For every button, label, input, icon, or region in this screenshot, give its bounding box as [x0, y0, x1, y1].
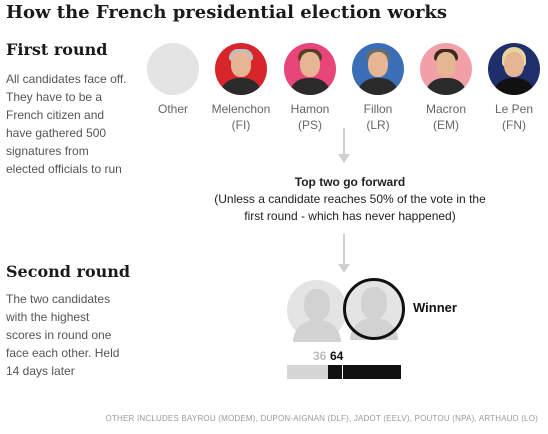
le-pen-portrait-icon	[488, 43, 540, 95]
loser-vote-share: 36	[313, 349, 327, 363]
winner-vote-share: 64	[330, 349, 344, 363]
footnote: OTHER INCLUDES BAYROU (MODEM), DUPON-AIG…	[105, 414, 538, 423]
candidate-melenchon: Melenchon (FI)	[211, 43, 271, 133]
candidate-fillon: Fillon (LR)	[348, 43, 408, 133]
candidate-party: (FN)	[502, 118, 526, 132]
melenchon-portrait-icon	[215, 43, 267, 95]
candidate-name: Macron	[425, 102, 466, 116]
arrow-line	[343, 128, 345, 154]
candidate-party: (EM)	[433, 118, 459, 132]
arrow-down-icon	[338, 264, 350, 273]
first-round-description: All candidates face off. They have to be…	[6, 72, 127, 176]
finalist-placeholder-icon	[287, 280, 347, 342]
arrow-line	[343, 234, 345, 264]
loser-bar	[287, 365, 328, 379]
candidate-party: (PS)	[298, 118, 322, 132]
candidate-name: Fillon	[363, 102, 393, 116]
candidate-name: Le Pen	[494, 102, 534, 116]
transition-headline: Top two go forward	[294, 175, 406, 189]
second-round-heading: Second round	[6, 262, 131, 281]
candidate-name: Melenchon	[211, 102, 271, 116]
transition-note: (Unless a candidate reaches 50% of the v…	[214, 192, 486, 223]
winner-bar	[328, 365, 401, 379]
candidate-name: Hamon	[290, 102, 330, 116]
arrow-down-icon	[338, 154, 350, 163]
candidate-le-pen: Le Pen (FN)	[484, 43, 544, 133]
bar-divider	[342, 365, 343, 379]
candidate-party: (FI)	[231, 118, 251, 132]
fillon-portrait-icon	[352, 43, 404, 95]
other-placeholder-icon	[147, 43, 199, 95]
candidate-macron: Macron (EM)	[416, 43, 476, 133]
vote-share-bar	[287, 365, 401, 379]
candidate-name: Other	[157, 102, 188, 116]
candidate-other: Other	[143, 43, 203, 117]
candidate-hamon: Hamon (PS)	[280, 43, 340, 133]
page-title: How the French presidential election wor…	[6, 2, 448, 23]
winner-label: Winner	[413, 300, 457, 315]
second-round-description: The two candidates with the highest scor…	[6, 292, 120, 378]
first-round-heading: First round	[6, 40, 108, 59]
winner-ring	[343, 278, 405, 340]
candidate-party: (LR)	[366, 118, 390, 132]
macron-portrait-icon	[420, 43, 472, 95]
transition-text: Top two go forward (Unless a candidate r…	[185, 174, 515, 225]
hamon-portrait-icon	[284, 43, 336, 95]
